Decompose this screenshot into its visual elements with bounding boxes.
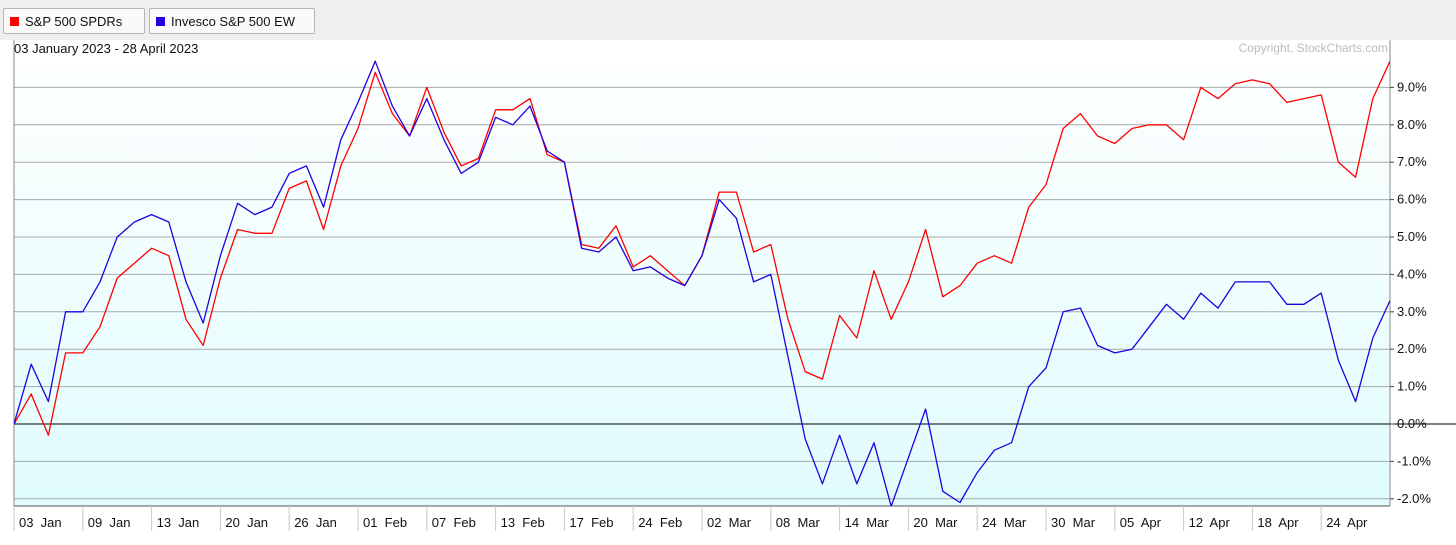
x-tick-label: 12 Apr	[1189, 515, 1231, 530]
x-tick-label: 20 Jan	[225, 515, 268, 530]
series-lines	[14, 60, 1390, 506]
copyright-label: Copyright, StockCharts.com	[1239, 41, 1388, 55]
x-tick-label: 09 Jan	[88, 515, 131, 530]
x-tick-label: 07 Feb	[432, 515, 476, 530]
x-tick-label: 24 Mar	[982, 515, 1027, 530]
x-tick-label: 24 Feb	[638, 515, 682, 530]
plot-background	[14, 40, 1390, 506]
y-tick-label: -1.0%	[1397, 453, 1431, 468]
y-tick-label: 6.0%	[1397, 192, 1427, 207]
x-tick-label: 02 Mar	[707, 515, 752, 530]
y-tick-label: 8.0%	[1397, 117, 1427, 132]
y-tick-label: -2.0%	[1397, 491, 1431, 506]
x-tick-label: 26 Jan	[294, 515, 337, 530]
x-tick-label: 17 Feb	[569, 515, 613, 530]
y-tick-label: 1.0%	[1397, 379, 1427, 394]
rsp-color-swatch	[156, 16, 165, 26]
y-tick-label: 7.0%	[1397, 154, 1427, 169]
x-tick-label: 13 Jan	[157, 515, 200, 530]
x-tick-label: 13 Feb	[501, 515, 545, 530]
legend-label-spy: S&P 500 SPDRs	[25, 13, 123, 29]
x-tick-label: 30 Mar	[1051, 515, 1096, 530]
y-tick-label: 3.0%	[1397, 304, 1427, 319]
y-tick-label: 5.0%	[1397, 229, 1427, 244]
spy-color-swatch	[10, 16, 19, 26]
x-tick-label: 20 Mar	[913, 515, 958, 530]
y-tick-label: 4.0%	[1397, 266, 1427, 281]
legend-button-spy[interactable]: S&P 500 SPDRs	[3, 8, 145, 34]
x-tick-label: 03 Jan	[19, 515, 62, 530]
date-range-label: 03 January 2023 - 28 April 2023	[14, 41, 198, 56]
y-tick-label: 0.0%	[1397, 416, 1427, 431]
x-tick-label: 05 Apr	[1120, 515, 1162, 530]
x-tick-label: 14 Mar	[845, 515, 890, 530]
x-tick-label: 24 Apr	[1326, 515, 1368, 530]
legend-bar: S&P 500 SPDRs Invesco S&P 500 EW	[0, 0, 1456, 40]
y-axis-ticks: 9.0% 8.0% 7.0% 6.0% 5.0% 4.0% 3.0% 2.0% 1.0% 0.0%…	[1390, 79, 1431, 506]
y-tick-label: 9.0%	[1397, 79, 1427, 94]
y-tick-label: 2.0%	[1397, 341, 1427, 356]
legend-label-rsp: Invesco S&P 500 EW	[171, 13, 296, 29]
x-tick-label: 18 Apr	[1257, 515, 1299, 530]
x-axis-ticks: 03 Jan 09 Jan 13 Jan 20 Jan 26 Jan 01 Feb 07 F…	[13, 506, 1368, 531]
legend-button-rsp[interactable]: Invesco S&P 500 EW	[149, 8, 315, 34]
rsp-series-line	[14, 60, 1390, 506]
x-tick-label: 01 Feb	[363, 515, 407, 530]
x-tick-label: 08 Mar	[776, 515, 821, 530]
